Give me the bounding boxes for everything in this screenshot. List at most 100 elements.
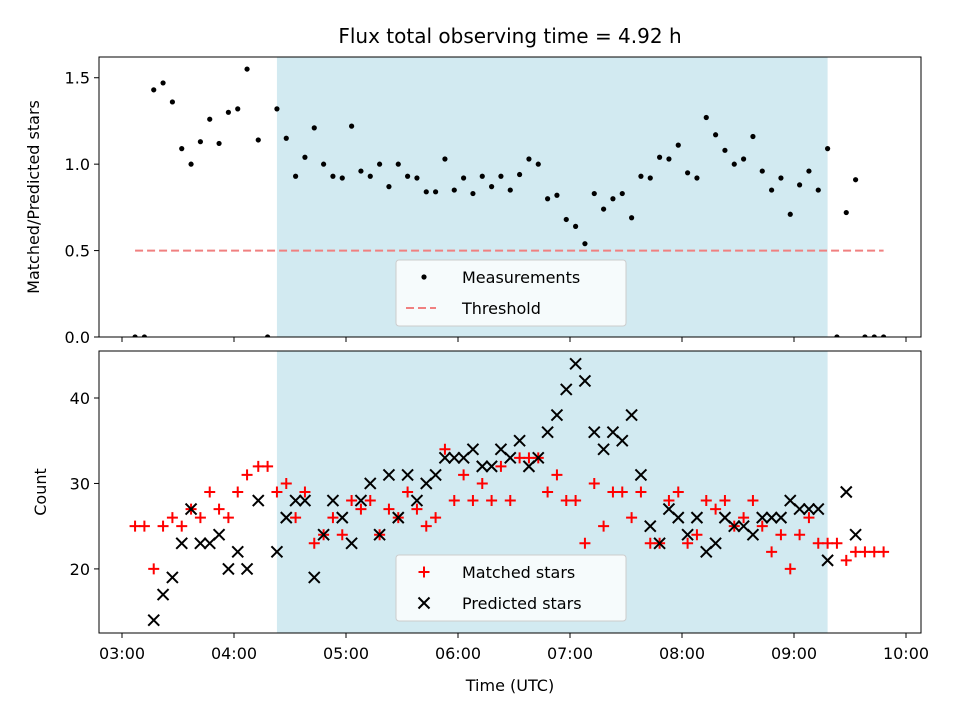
predicted-stars-point — [485, 460, 498, 473]
measurements-point — [274, 106, 280, 112]
predicted-stars-point — [410, 494, 424, 507]
measurements-point — [535, 161, 541, 167]
matched-stars-point — [420, 520, 432, 532]
matched-stars-point — [402, 486, 414, 498]
measurements-point — [601, 206, 607, 212]
matched-stars-point — [271, 486, 283, 498]
measurements-point — [741, 156, 747, 162]
measurements-point — [179, 146, 185, 152]
measurements-point — [591, 190, 597, 197]
measurements-point — [666, 156, 672, 162]
measurements-point — [647, 175, 653, 181]
matched-stars-point — [766, 546, 778, 558]
measurements-point — [787, 211, 793, 217]
legend-label-matched-stars: Matched stars — [462, 563, 575, 582]
measurements-point — [358, 168, 364, 174]
matched-stars-point — [383, 503, 395, 515]
predicted-stars-point — [560, 383, 573, 396]
predicted-stars-point — [774, 511, 788, 524]
matched-stars-point — [560, 495, 572, 507]
matched-stars-point — [542, 486, 554, 498]
matched-stars-point — [194, 512, 206, 524]
predicted-stars-point — [231, 545, 244, 559]
measurements-point — [235, 106, 241, 112]
measurements-point — [386, 184, 392, 190]
matched-stars-point — [166, 512, 178, 524]
predicted-stars-point — [532, 451, 545, 465]
measurements-point — [160, 80, 166, 86]
predicted-stars-point — [840, 485, 853, 499]
x-tick-label: 05:00 — [323, 644, 369, 663]
legend-box — [395, 259, 627, 327]
measurements-point — [244, 66, 250, 72]
measurements-point — [759, 168, 765, 174]
measurements-point — [862, 334, 868, 337]
x-tick-label: 09:00 — [771, 644, 817, 663]
predicted-stars-point — [252, 494, 265, 507]
predicted-stars-point — [147, 613, 160, 627]
predicted-stars-point — [401, 468, 414, 482]
measurements-point — [507, 187, 513, 193]
predicted-stars-point — [382, 468, 396, 482]
measurements-point — [461, 175, 467, 181]
measurements-point — [563, 216, 569, 223]
matched-stars-point — [663, 495, 675, 507]
matched-stars-point — [822, 537, 834, 549]
predicted-stars-point — [392, 511, 405, 524]
matched-stars-point — [129, 520, 141, 532]
predicted-stars-point — [588, 425, 601, 439]
measurements-point — [442, 156, 448, 162]
matched-stars-point — [280, 477, 292, 489]
measurements-point — [610, 196, 616, 202]
predicted-stars-point — [578, 374, 592, 388]
predicted-stars-point — [175, 537, 188, 550]
predicted-stars-point — [354, 494, 368, 507]
matched-stars-point — [213, 503, 225, 515]
matched-stars-point — [176, 520, 188, 532]
measurements-point — [293, 173, 299, 179]
matched-stars-point — [327, 512, 339, 524]
matched-stars-point — [850, 546, 862, 558]
matched-stars-point — [514, 452, 526, 464]
legend-label-threshold: Threshold — [461, 299, 541, 318]
measurements-point — [685, 170, 691, 176]
matched-stars-point — [784, 563, 796, 575]
predicted-stars-point — [194, 537, 207, 550]
matched-stars-point — [458, 469, 470, 481]
measurements-point — [778, 175, 784, 181]
measurements-point — [713, 132, 719, 138]
measurements-point — [479, 173, 485, 179]
predicted-stars-point — [709, 537, 722, 550]
predicted-stars-point — [690, 511, 704, 524]
matched-stars-point — [411, 503, 423, 515]
legend-box — [395, 554, 627, 622]
legend-label-measurements: Measurements — [462, 268, 580, 287]
predicted-stars-point — [438, 451, 452, 465]
matched-stars-point — [840, 554, 852, 566]
measurements-point — [349, 123, 355, 129]
measurements-point — [629, 215, 635, 221]
matched-stars-point — [719, 495, 731, 507]
matched-stars-point — [794, 529, 806, 541]
plot-frame — [98, 56, 922, 338]
y-tick-label: 30 — [70, 474, 90, 493]
measurements-point — [675, 142, 681, 148]
x-tick-label: 10:00 — [883, 644, 929, 663]
matched-stars-point — [430, 512, 442, 524]
predicted-stars-point — [756, 511, 769, 524]
matched-stars-point — [157, 520, 169, 532]
predicted-stars-point — [746, 528, 760, 541]
matched-stars-point — [878, 546, 890, 558]
measurements-point — [255, 137, 261, 143]
matched-stars-point — [241, 469, 253, 481]
measurements-point — [573, 223, 579, 229]
matched-stars-point — [262, 460, 274, 472]
matched-stars-point — [691, 529, 703, 541]
legend: Measurements Threshold — [395, 259, 627, 327]
measurements-point — [834, 334, 840, 337]
predicted-stars-point — [513, 434, 526, 447]
measurements-point — [395, 161, 401, 167]
measurements-point — [151, 87, 157, 93]
measurements-point — [414, 175, 420, 181]
measurements-point — [797, 182, 803, 188]
